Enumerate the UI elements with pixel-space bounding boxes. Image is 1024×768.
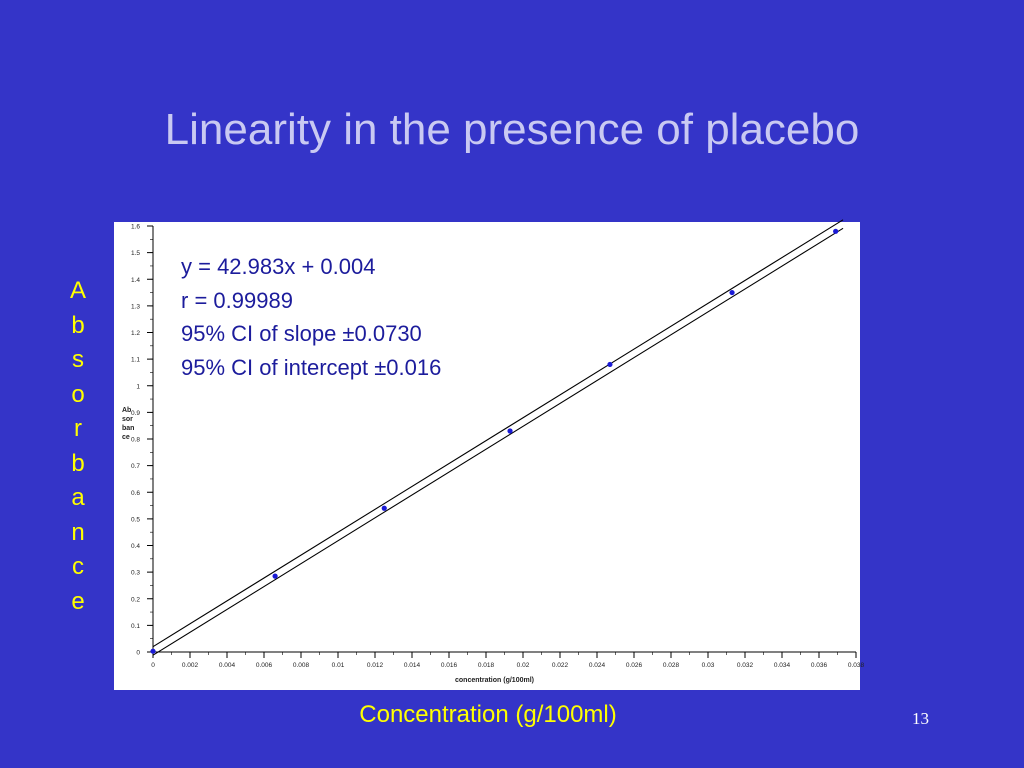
page-number: 13 xyxy=(912,709,929,728)
x-tick-label: 0.028 xyxy=(663,662,680,669)
x-axis-caption: Concentration (g/100ml) xyxy=(359,701,617,728)
data-point xyxy=(729,289,735,296)
y-tick-label: 0.9 xyxy=(131,410,140,417)
x-tick-label: 0.018 xyxy=(478,662,495,669)
intercept-ci-text: 95% CI of intercept ±0.016 xyxy=(181,354,442,380)
regression-annotation: y = 42.983x + 0.004 r = 0.99989 95% CI o… xyxy=(181,250,441,384)
slope-ci-text: 95% CI of slope ±0.0730 xyxy=(181,321,422,346)
x-tick-label: 0.038 xyxy=(848,662,865,669)
x-tick-label: 0.034 xyxy=(774,662,791,669)
x-tick-label: 0.032 xyxy=(737,662,754,669)
y-axis-title-part: Ab xyxy=(122,407,131,414)
slide-title: Linearity in the presence of placebo xyxy=(164,105,860,154)
chart-background xyxy=(114,222,860,690)
data-point xyxy=(507,428,513,434)
data-point xyxy=(833,228,839,234)
y-axis-letter: n xyxy=(71,518,85,546)
y-axis-letter: s xyxy=(72,346,84,373)
y-tick-label: 0.4 xyxy=(131,543,140,550)
y-axis-letter: A xyxy=(69,277,86,304)
x-tick-label: 0.008 xyxy=(293,662,310,669)
y-tick-label: 1.4 xyxy=(131,277,140,284)
y-tick-label: 0.1 xyxy=(131,623,140,630)
y-tick-label: 1.3 xyxy=(131,303,140,310)
x-tick-label: 0.006 xyxy=(256,662,273,669)
y-tick-label: 1 xyxy=(136,383,140,390)
equation-text: y = 42.983x + 0.004 xyxy=(181,254,376,279)
data-point xyxy=(607,361,613,368)
y-tick-label: 0.2 xyxy=(131,596,140,603)
y-axis-title-part: sor xyxy=(122,416,133,423)
x-tick-label: 0.036 xyxy=(811,662,828,669)
y-axis-title-part: ce xyxy=(122,434,130,441)
y-axis-letter: e xyxy=(71,587,85,615)
y-tick-label: 0 xyxy=(136,650,140,657)
x-tick-label: 0.024 xyxy=(589,662,606,669)
y-axis-letter: c xyxy=(72,553,84,580)
x-tick-label: 0.01 xyxy=(332,662,345,669)
data-point xyxy=(272,573,278,579)
y-tick-label: 0.6 xyxy=(131,490,140,497)
x-tick-label: 0 xyxy=(151,662,155,669)
y-tick-label: 0.8 xyxy=(131,437,140,444)
y-tick-label: 1.6 xyxy=(131,224,140,231)
y-tick-label: 1.2 xyxy=(131,330,140,337)
x-tick-label: 0.03 xyxy=(702,662,715,669)
data-point xyxy=(381,505,387,511)
ci-upper-line xyxy=(152,219,844,648)
x-tick-label: 0.004 xyxy=(219,662,236,669)
x-tick-label: 0.016 xyxy=(441,662,458,669)
x-tick-label: 0.026 xyxy=(626,662,643,669)
y-tick-label: 0.3 xyxy=(131,570,140,577)
y-axis-letter: a xyxy=(71,484,85,511)
y-axis-letter: o xyxy=(71,380,85,408)
x-tick-label: 0.014 xyxy=(404,662,421,669)
x-axis-title: concentration (g/100ml) xyxy=(455,677,534,684)
x-tick-label: 0.002 xyxy=(182,662,199,669)
y-tick-label: 0.7 xyxy=(131,463,140,470)
x-tick-label: 0.012 xyxy=(367,662,384,669)
y-axis-letter: r xyxy=(74,415,82,442)
ci-lower-line xyxy=(152,227,844,656)
y-axis-title-part: ban xyxy=(122,425,134,432)
y-tick-label: 1.1 xyxy=(131,357,140,364)
y-axis-letter: b xyxy=(71,449,85,477)
x-tick-label: 0.02 xyxy=(517,662,530,669)
y-tick-label: 0.5 xyxy=(131,516,140,523)
y-axis-letter: b xyxy=(71,311,85,339)
x-tick-label: 0.022 xyxy=(552,662,569,669)
correlation-text: r = 0.99989 xyxy=(181,287,293,313)
y-tick-label: 1.5 xyxy=(131,250,140,257)
data-point xyxy=(150,648,156,654)
